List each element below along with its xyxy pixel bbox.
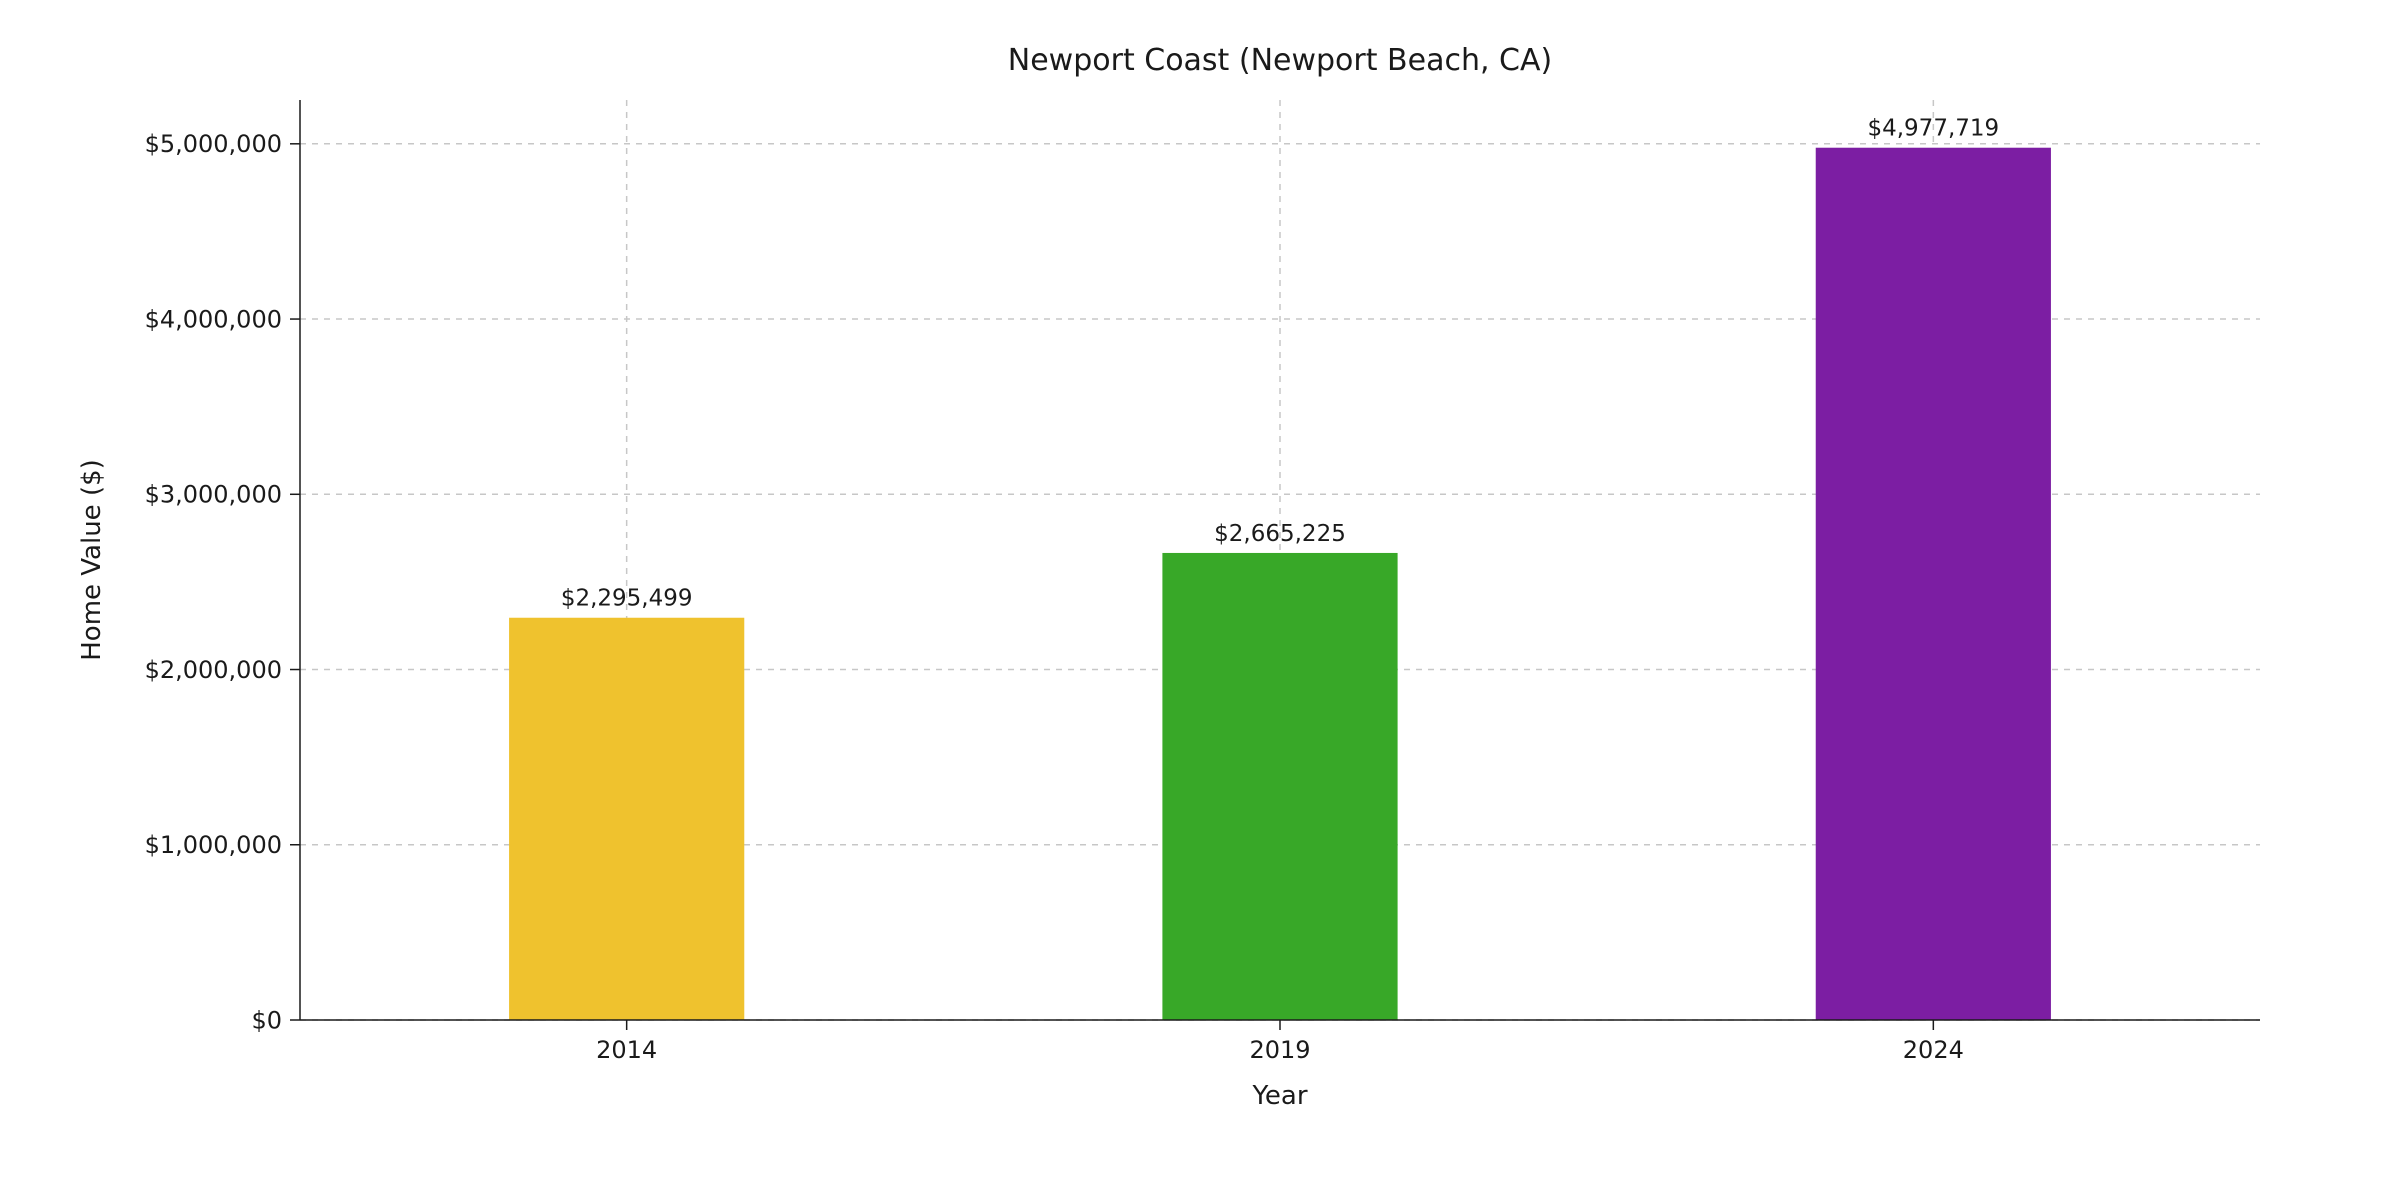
x-axis-label: Year (1251, 1081, 1307, 1111)
xtick-label: 2019 (1249, 1036, 1310, 1064)
bar (1816, 148, 2051, 1020)
chart-title: Newport Coast (Newport Beach, CA) (1008, 43, 1552, 78)
xtick-label: 2024 (1903, 1036, 1964, 1064)
bar-value-label: $2,295,499 (561, 586, 693, 612)
bar-value-label: $4,977,719 (1867, 116, 1999, 142)
ytick-label: $4,000,000 (145, 305, 282, 333)
xtick-label: 2014 (596, 1036, 657, 1064)
ytick-label: $0 (251, 1006, 282, 1034)
bar (1162, 553, 1397, 1020)
y-axis-label: Home Value ($) (77, 459, 107, 661)
ytick-label: $1,000,000 (145, 831, 282, 859)
ytick-label: $3,000,000 (145, 481, 282, 509)
chart-container: $2,295,499 $2,665,225 $4,977,719 $0 $1,000,0… (0, 0, 2400, 1200)
bar-value-label: $2,665,225 (1214, 521, 1346, 547)
ytick-label: $5,000,000 (145, 130, 282, 158)
ytick-label: $2,000,000 (145, 656, 282, 684)
bar (509, 618, 744, 1020)
bar-chart: $2,295,499 $2,665,225 $4,977,719 $0 $1,000,0… (0, 0, 2400, 1200)
